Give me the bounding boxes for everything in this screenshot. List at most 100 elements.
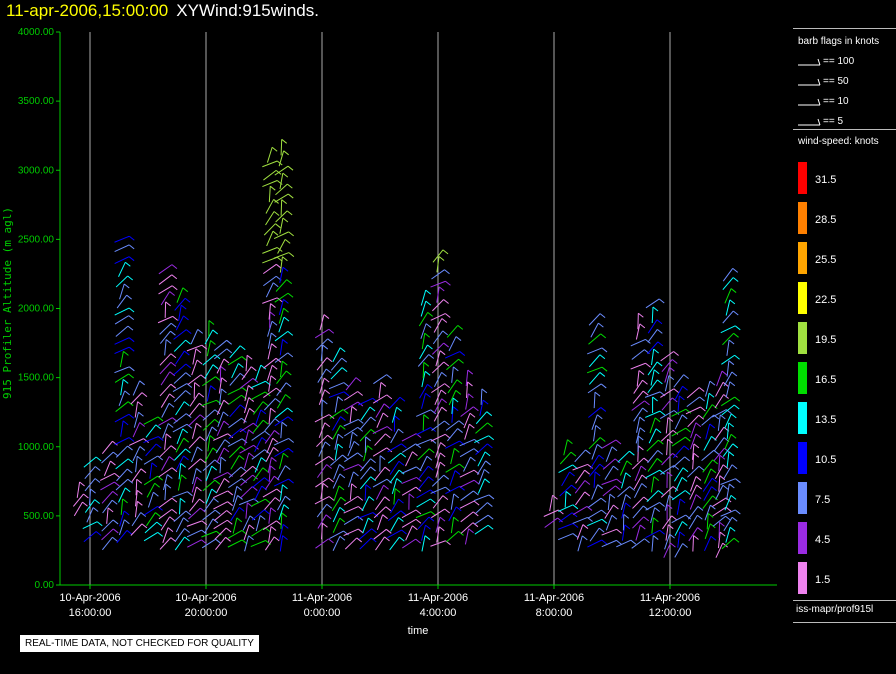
x-tick-label: 10-Apr-2006 xyxy=(59,592,120,604)
wind-barb xyxy=(722,277,734,291)
wind-barb xyxy=(132,446,141,462)
wind-barb-flag xyxy=(412,525,418,531)
wind-barb-flag xyxy=(730,494,737,500)
wind-barb xyxy=(361,496,370,512)
wind-barb xyxy=(278,316,285,333)
wind-barb-flag xyxy=(240,428,247,433)
wind-barb xyxy=(713,447,725,461)
wind-barb-flag xyxy=(185,372,192,377)
wind-barb xyxy=(631,538,645,549)
wind-barb xyxy=(661,397,673,411)
wind-barb xyxy=(157,315,173,324)
wind-barb xyxy=(161,456,170,471)
wind-barb xyxy=(459,500,475,509)
wind-barb xyxy=(701,449,715,461)
wind-barb xyxy=(688,514,698,530)
wind-barb xyxy=(277,495,286,511)
wind-barb xyxy=(601,478,617,486)
wind-barb-flag xyxy=(262,467,269,473)
wind-barb xyxy=(459,479,475,488)
wind-barb-flag xyxy=(126,468,133,474)
wind-barb xyxy=(431,508,445,519)
wind-barb-flag xyxy=(122,498,128,504)
wind-barb xyxy=(130,523,143,536)
wind-barb-flag xyxy=(252,465,258,471)
wind-barb xyxy=(146,483,156,498)
wind-barb xyxy=(315,538,329,549)
wind-barb xyxy=(473,494,490,502)
wind-barb xyxy=(636,370,640,387)
wind-barb-flag xyxy=(171,264,178,270)
wind-barb xyxy=(144,521,158,534)
wind-barb xyxy=(115,401,129,413)
wind-barb xyxy=(593,471,596,488)
wind-barb-flag xyxy=(186,383,193,388)
wind-barb xyxy=(175,315,184,331)
wind-barb xyxy=(314,414,330,423)
wind-barb xyxy=(588,437,601,450)
wind-barb xyxy=(319,314,325,331)
wind-barb-flag xyxy=(572,533,579,538)
wind-barb-flag xyxy=(425,323,432,329)
wind-barb xyxy=(715,485,724,500)
wind-barb-flag xyxy=(443,361,450,367)
wind-barb-flag xyxy=(682,521,688,526)
wind-barb xyxy=(159,537,172,550)
barb-legend-label: == 10 xyxy=(823,96,849,107)
wind-barb-flag xyxy=(273,475,280,481)
legend-separator xyxy=(793,600,896,601)
wind-barb xyxy=(405,451,413,467)
wind-barb xyxy=(463,456,471,472)
wind-barb xyxy=(574,449,586,463)
wind-barb xyxy=(187,539,202,548)
wind-barb xyxy=(576,524,584,540)
quality-notice: REAL-TIME DATA, NOT CHECKED FOR QUALITY xyxy=(20,635,259,652)
wind-barb-flag xyxy=(225,527,232,533)
wind-barb xyxy=(243,408,250,424)
wind-barb xyxy=(173,372,187,384)
wind-barb-flag xyxy=(337,443,344,449)
wind-barb-flag xyxy=(260,364,267,370)
wind-barb-flag xyxy=(673,388,680,394)
wind-barb xyxy=(445,485,460,495)
wind-barb-flag xyxy=(107,507,114,513)
wind-barb xyxy=(343,426,359,437)
wind-barb xyxy=(100,481,115,491)
wind-barb xyxy=(448,336,457,352)
wind-barb-flag xyxy=(571,512,578,518)
wind-barb-flag xyxy=(198,392,205,398)
wind-barb xyxy=(450,517,455,534)
wind-barb xyxy=(160,516,171,531)
wind-barb xyxy=(116,468,128,482)
wind-barb xyxy=(320,523,324,540)
wind-barb xyxy=(318,389,326,405)
wind-barb xyxy=(433,372,443,387)
wind-barb-flag xyxy=(165,339,172,344)
wind-barb xyxy=(229,404,241,418)
wind-barb xyxy=(593,425,597,442)
wind-barb xyxy=(173,339,186,352)
wind-barb xyxy=(188,436,201,449)
wind-barb-flag xyxy=(112,519,119,525)
wind-barb xyxy=(227,387,243,395)
wind-barb-flag xyxy=(645,362,651,368)
wind-barb xyxy=(588,313,601,326)
wind-barb xyxy=(587,497,602,508)
wind-barb xyxy=(393,488,396,505)
wind-barb-flag xyxy=(270,375,277,381)
wind-barb xyxy=(84,499,96,513)
wind-barb-flag xyxy=(667,438,673,444)
wind-barb xyxy=(721,404,735,416)
wind-barb xyxy=(620,494,627,511)
wind-barb xyxy=(435,350,441,367)
wind-barb xyxy=(328,382,345,390)
wind-barb xyxy=(674,543,684,558)
wind-barb-flag xyxy=(697,514,703,520)
wind-barb-flag xyxy=(711,477,718,483)
wind-barb xyxy=(206,340,211,357)
wind-barb xyxy=(389,536,400,551)
wind-barb xyxy=(334,396,339,413)
wind-barb xyxy=(214,339,227,351)
wind-barb-flag xyxy=(343,530,349,536)
wind-barb xyxy=(376,514,384,530)
